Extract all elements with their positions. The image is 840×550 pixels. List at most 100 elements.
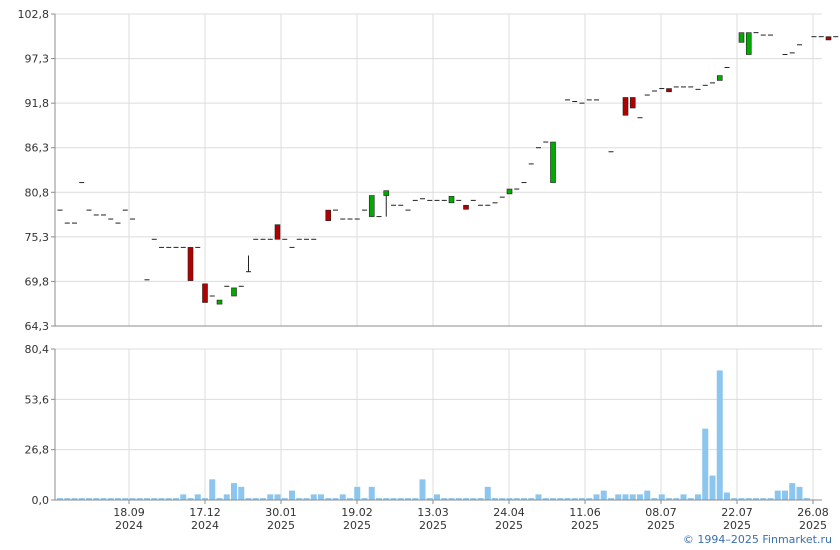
volume-bar — [339, 494, 346, 500]
volume-bar — [129, 498, 136, 500]
volume-bar — [165, 498, 172, 500]
volume-bar — [644, 490, 651, 500]
candle — [738, 32, 745, 43]
volume-bar — [615, 494, 622, 500]
price-tick-label: 69,8 — [25, 275, 50, 288]
volume-bar — [528, 498, 535, 500]
x-tick-label-date: 24.04 — [493, 506, 525, 519]
candle — [506, 188, 513, 195]
volume-bar — [564, 498, 571, 500]
volume-bar — [289, 490, 295, 500]
candle — [216, 299, 223, 305]
volume-bar — [724, 492, 730, 500]
volume-bar — [673, 498, 680, 500]
volume-bar — [173, 498, 179, 500]
x-tick-label-year: 2025 — [647, 519, 675, 532]
volume-bar — [593, 494, 600, 500]
volume-bar — [115, 498, 121, 500]
candle-body — [448, 196, 455, 204]
volume-bar — [231, 483, 237, 500]
volume-bar — [484, 486, 491, 500]
volume-panel: 80,4 53,6 26,8 0,0 — [25, 343, 822, 507]
x-tick-label-date: 18.09 — [113, 506, 145, 519]
price-tick-label: 91,8 — [25, 97, 50, 110]
volume-bar — [622, 494, 629, 500]
candle — [246, 255, 251, 273]
volume-bar — [629, 494, 636, 500]
candle — [550, 141, 556, 183]
volume-bar — [332, 498, 339, 500]
price-tick-label: 64,3 — [25, 320, 50, 333]
candle — [463, 204, 469, 210]
candle-body — [231, 287, 237, 297]
volume-bar — [252, 498, 259, 500]
x-tick-label-year: 2025 — [723, 519, 751, 532]
volume-bar — [78, 498, 85, 500]
candle-body — [738, 32, 745, 43]
price-panel: 102,8 97,3 91,8 86,3 80,8 75,3 69,8 64,3 — [18, 8, 839, 333]
price-tick-label: 75,3 — [25, 231, 50, 244]
volume-bar — [760, 498, 767, 500]
volume-bar — [571, 498, 578, 500]
candle-body — [383, 190, 390, 196]
x-tick-label-date: 26.08 — [797, 506, 829, 519]
volume-bar — [666, 498, 672, 500]
volume-bar — [144, 498, 150, 500]
price-tick-label: 80,8 — [25, 186, 50, 199]
volume-bar — [260, 498, 266, 500]
volume-bar — [368, 486, 375, 500]
volume-bar — [397, 498, 404, 500]
volume-bar — [419, 479, 426, 500]
volume-bar — [151, 498, 158, 500]
volume-bar — [702, 428, 709, 500]
volume-bar — [470, 498, 477, 500]
volume-bar — [455, 498, 462, 500]
volume-bar — [209, 479, 216, 500]
volume-bar — [738, 498, 745, 500]
candle-body — [325, 209, 332, 221]
volume-bar — [238, 486, 245, 500]
copyright-credit[interactable]: © 1994–2025 Finmarket.ru — [682, 533, 832, 546]
volume-bar — [310, 494, 317, 500]
volume-bar — [136, 498, 143, 500]
volume-bar — [477, 498, 484, 500]
candle — [745, 32, 752, 55]
volume-bar — [347, 498, 353, 500]
candle-body — [825, 36, 832, 41]
x-tick-label-year: 2025 — [343, 519, 371, 532]
volume-bar — [774, 490, 781, 500]
volume-bar — [448, 498, 455, 500]
volume-bar — [216, 498, 223, 500]
volume-bar — [687, 498, 694, 500]
candle — [325, 209, 332, 221]
x-tick-label-date: 13.03 — [417, 506, 449, 519]
volume-bar — [245, 498, 252, 500]
candle-body — [274, 224, 281, 240]
volume-bar — [506, 498, 513, 500]
candle — [629, 97, 636, 109]
volume-bar — [499, 498, 506, 500]
volume-bar — [745, 498, 752, 500]
volume-bar — [376, 498, 382, 500]
volume-bar — [281, 498, 288, 500]
candle-body — [622, 97, 629, 116]
candle-body — [187, 247, 194, 281]
volume-bar — [390, 498, 397, 500]
volume-bar — [202, 498, 208, 500]
volume-bar — [767, 498, 774, 500]
volume-bar — [716, 370, 723, 500]
volume-tick-label: 26,8 — [25, 444, 50, 457]
x-tick-label-year: 2024 — [115, 519, 143, 532]
volume-tick-label: 0,0 — [32, 494, 50, 507]
candle-body — [216, 299, 223, 305]
x-tick-label-date: 17.12 — [189, 506, 221, 519]
volume-bar — [93, 498, 100, 500]
volume-bar — [542, 498, 549, 500]
candle — [716, 75, 723, 81]
volume-bar — [354, 486, 361, 500]
volume-bar — [695, 494, 701, 500]
volume-bar — [441, 498, 448, 500]
volume-bar — [303, 498, 310, 500]
volume-bar — [180, 494, 187, 500]
candle-body — [629, 97, 636, 109]
